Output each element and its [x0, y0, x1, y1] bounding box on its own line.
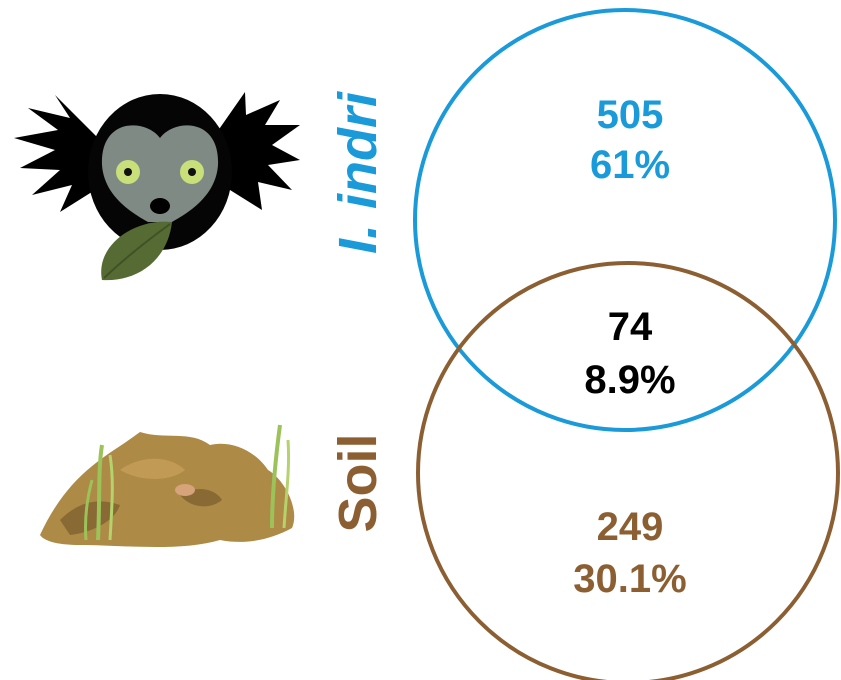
indri-only-percent: 61%: [590, 143, 670, 187]
indri-circle: [413, 8, 837, 432]
overlap-count: 74: [608, 305, 653, 349]
soil-set-label: Soil: [328, 433, 388, 532]
soil-mound-icon: [40, 424, 295, 548]
indri-only-count: 505: [597, 93, 664, 137]
soil-only-count: 249: [597, 505, 664, 549]
indri-lemur-icon: [14, 92, 300, 281]
soil-only-percent: 30.1%: [573, 557, 686, 601]
soil-circle: [416, 261, 840, 680]
indri-set-label: I. indri: [328, 91, 388, 254]
overlap-percent: 8.9%: [584, 358, 675, 402]
